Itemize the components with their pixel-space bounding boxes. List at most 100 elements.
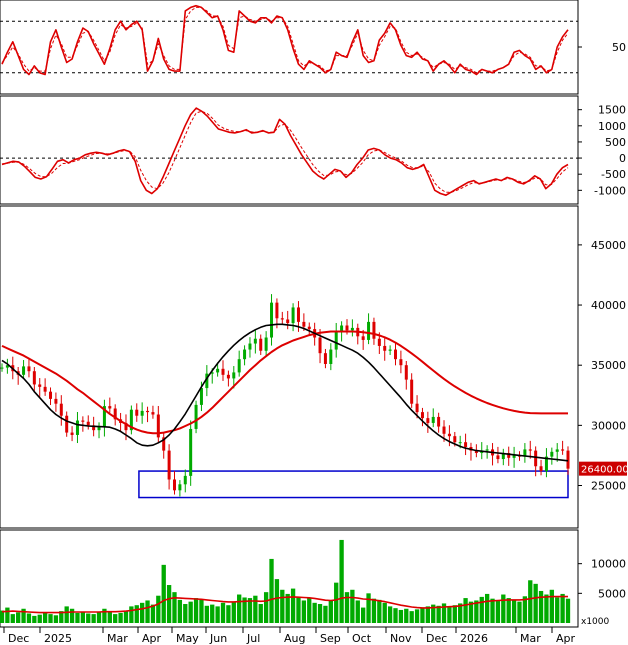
- volume-bar: [323, 605, 328, 623]
- time-axis-label: Nov: [390, 632, 412, 645]
- price-axis-tick-label: 45000: [591, 239, 626, 252]
- candle-body: [523, 449, 527, 457]
- time-axis-label: May: [176, 632, 199, 645]
- time-axis-label: Dec: [426, 632, 447, 645]
- volume-bar: [387, 606, 393, 623]
- price-axis-tick-label: 30000: [591, 419, 626, 432]
- candle-body: [75, 420, 79, 435]
- candle-body: [555, 449, 559, 452]
- candle-body: [38, 384, 42, 387]
- volume-bar: [53, 615, 59, 623]
- macd-main-line: [1, 107, 569, 196]
- candle-body: [54, 398, 58, 404]
- volume-bar: [204, 605, 209, 623]
- candle-body: [566, 450, 570, 469]
- time-axis-label: Sep: [320, 632, 341, 645]
- volume-bar: [75, 612, 80, 623]
- candle-body: [210, 372, 214, 374]
- candle-body: [248, 343, 252, 350]
- volume-bar: [511, 599, 517, 623]
- volume-bar: [474, 600, 479, 623]
- candle-body: [431, 416, 435, 423]
- volume-bar: [317, 604, 323, 623]
- candle-body: [447, 433, 451, 437]
- volume-bar: [468, 601, 474, 623]
- candle-body: [539, 466, 543, 472]
- volume-bar: [0, 610, 5, 623]
- candle-body: [59, 403, 63, 416]
- time-axis-label: 2025: [44, 632, 72, 645]
- volume-bar: [280, 589, 285, 623]
- volume-bar: [398, 609, 404, 623]
- volume-bar: [32, 615, 37, 623]
- volume-bar: [161, 564, 166, 623]
- volume-bar: [96, 612, 102, 623]
- volume-bar: [479, 596, 484, 623]
- volume-bar: [123, 611, 129, 623]
- volume-bar: [188, 601, 193, 623]
- candle-body: [140, 410, 144, 416]
- volume-moving-average-line: [1, 595, 568, 614]
- volume-bar: [366, 593, 371, 623]
- candle-body: [399, 359, 403, 366]
- volume-bar: [91, 614, 96, 623]
- volume-bar: [48, 614, 53, 623]
- volume-bar: [452, 605, 457, 623]
- volume-bar: [409, 611, 414, 623]
- candle-body: [280, 318, 284, 320]
- volume-bar: [69, 608, 75, 623]
- volume-bar: [5, 607, 10, 623]
- candle-body: [226, 374, 230, 379]
- volume-bar: [463, 598, 468, 623]
- volume-bar: [420, 607, 425, 623]
- candle-body: [340, 325, 344, 332]
- volume-bar: [102, 608, 107, 623]
- candle-body: [70, 432, 74, 435]
- volume-bar: [528, 580, 533, 623]
- candle-body: [253, 338, 257, 344]
- volume-bar: [210, 604, 215, 623]
- volume-bar: [307, 598, 312, 623]
- candle-body: [334, 331, 338, 350]
- candle-body: [22, 366, 26, 375]
- volume-panel: 10000 5000 x1000: [0, 529, 626, 628]
- volume-bar: [156, 595, 161, 623]
- volume-panel-frame: [0, 529, 579, 628]
- volume-bar: [501, 594, 506, 623]
- candle-body: [367, 321, 371, 340]
- macd-axis-tick-label: 1500: [598, 104, 626, 117]
- candle-body: [135, 409, 139, 416]
- volume-bar: [42, 612, 48, 623]
- candle-body: [86, 421, 90, 426]
- volume-bar: [382, 602, 387, 623]
- time-axis-label: Jul: [246, 632, 260, 645]
- volume-bar: [355, 600, 360, 623]
- candle-body: [129, 409, 133, 431]
- volume-bar: [431, 604, 436, 623]
- volume-bar: [183, 604, 188, 623]
- volume-bar: [404, 608, 409, 623]
- candle-body: [0, 367, 4, 369]
- volume-bar: [339, 539, 344, 623]
- volume-bar: [350, 589, 355, 623]
- candle-body: [43, 386, 47, 392]
- candle-body: [302, 321, 306, 327]
- volume-bar: [544, 594, 549, 623]
- oscillator-axis-tick-label: 50: [612, 41, 626, 54]
- macd-axis-tick-label: 1000: [598, 120, 626, 133]
- candle-body: [216, 368, 220, 373]
- candle-body: [420, 412, 424, 419]
- time-axis-label: Dec: [8, 632, 29, 645]
- price-axis-tick-label: 25000: [591, 480, 626, 493]
- candle-body: [372, 321, 376, 339]
- candle-body: [167, 450, 171, 480]
- time-axis: Dec 2025 Mar Apr May Jun Jul Aug Sep Oct Nov Dec 202…: [3, 627, 576, 645]
- volume-bar: [377, 599, 382, 623]
- volume-bar: [274, 579, 280, 623]
- candle-body: [329, 349, 333, 364]
- support-zone-box: [138, 470, 569, 499]
- volume-bar: [361, 607, 366, 623]
- volume-bar: [555, 597, 560, 623]
- time-axis-label: Aug: [284, 632, 305, 645]
